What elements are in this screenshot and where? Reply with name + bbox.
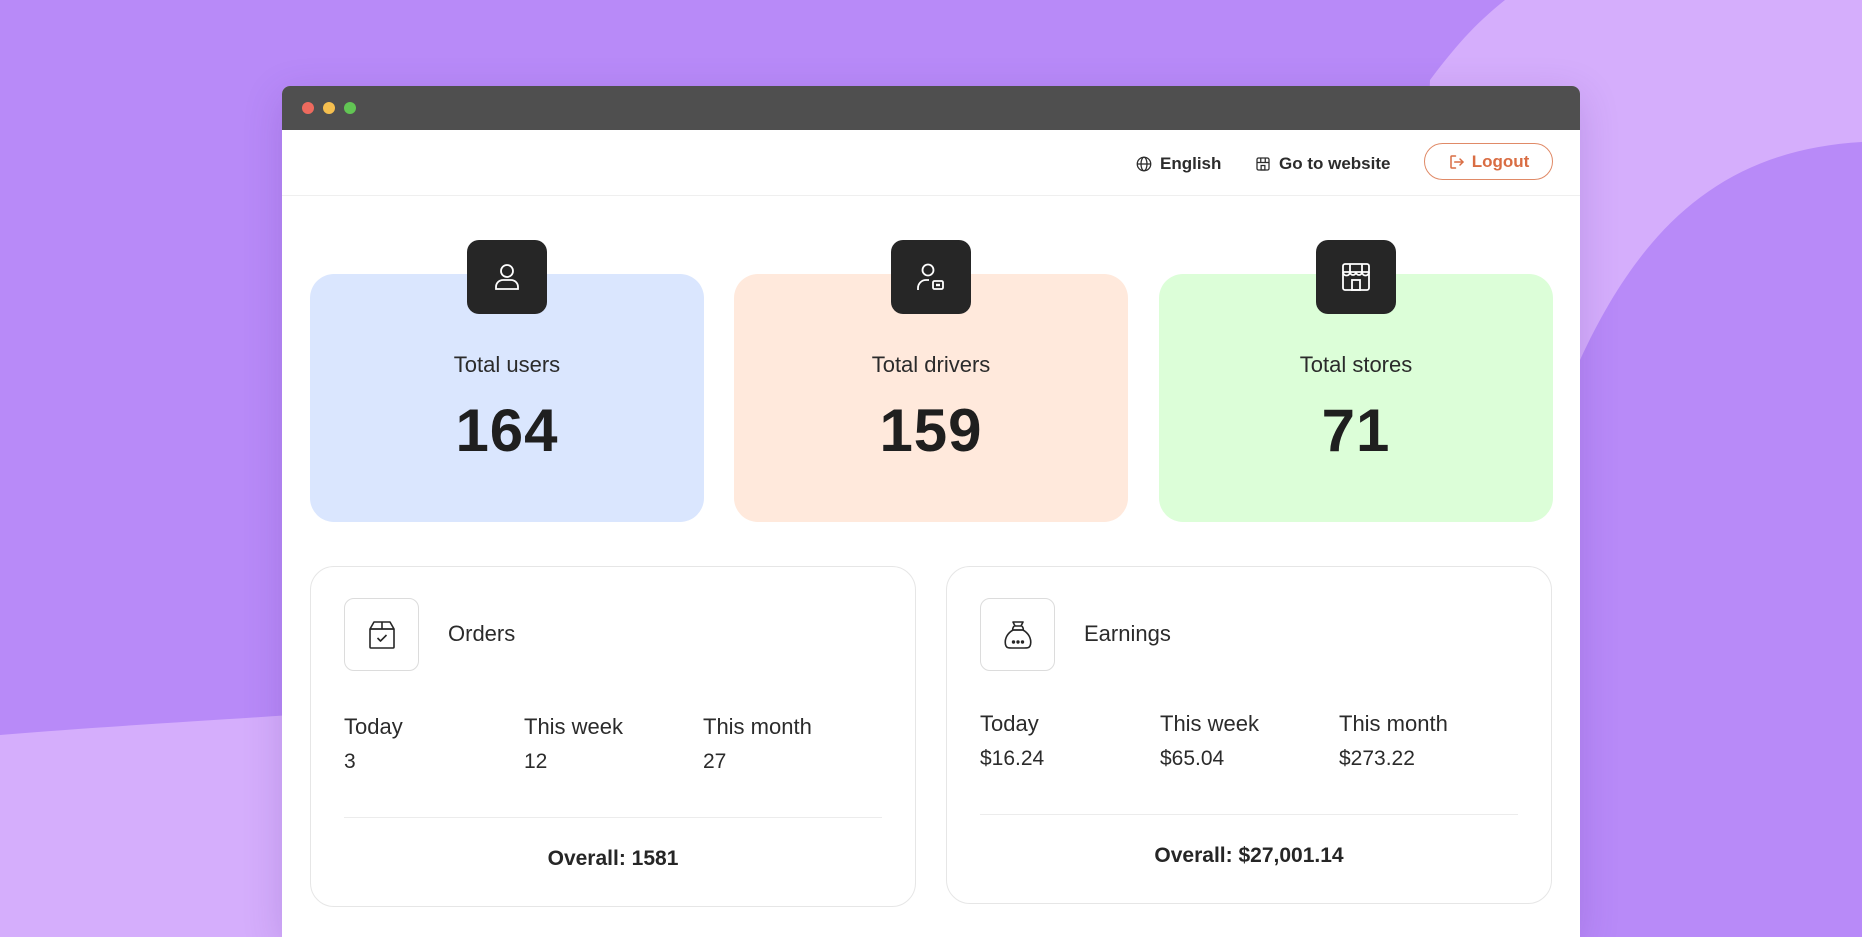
user-icon-badge — [467, 240, 547, 314]
orders-week: This week 12 — [524, 714, 694, 774]
user-icon — [495, 264, 519, 290]
language-label: English — [1160, 154, 1222, 173]
money-bag-icon — [1003, 620, 1032, 649]
logout-button[interactable]: Logout — [1424, 143, 1553, 180]
orders-title: Orders — [448, 621, 516, 646]
driver-icon — [917, 263, 944, 290]
total-stores-card: Total stores 71 — [1159, 240, 1553, 522]
total-stores-value: 71 — [1321, 397, 1391, 464]
earnings-title: Earnings — [1084, 621, 1171, 646]
total-drivers-label: Total drivers — [871, 352, 991, 377]
orders-today-label: Today — [344, 714, 403, 739]
orders-today: Today 3 — [344, 714, 514, 774]
language-selector[interactable]: English — [1135, 152, 1221, 176]
earnings-month-value: $273.22 — [1339, 747, 1415, 770]
package-check-icon — [368, 620, 395, 649]
orders-panel: Orders Today 3 This week 12 This month 2… — [310, 566, 916, 907]
earnings-divider — [980, 814, 1518, 815]
window-titlebar — [282, 86, 1580, 130]
total-drivers-value: 159 — [879, 397, 983, 464]
minimize-window-dot[interactable] — [323, 102, 335, 114]
orders-today-value: 3 — [344, 750, 356, 773]
logout-icon — [1449, 154, 1464, 169]
maximize-window-dot[interactable] — [344, 102, 356, 114]
earnings-today-value: $16.24 — [980, 747, 1045, 770]
orders-month-value: 27 — [703, 750, 727, 773]
total-stores-label: Total stores — [1299, 352, 1413, 377]
close-window-dot[interactable] — [302, 102, 314, 114]
earnings-week-label: This week — [1160, 711, 1260, 736]
logout-label: Logout — [1471, 151, 1530, 171]
earnings-overall: Overall: $27,001.14 — [1154, 844, 1344, 867]
storefront-icon — [1256, 157, 1270, 171]
total-users-value: 164 — [455, 397, 559, 464]
earnings-icon-box — [980, 598, 1055, 671]
orders-month-label: This month — [703, 714, 812, 739]
orders-week-label: This week — [524, 714, 624, 739]
store-icon-badge — [1316, 240, 1396, 314]
total-drivers-card: Total drivers 159 — [734, 240, 1128, 522]
earnings-week: This week $65.04 — [1160, 711, 1330, 771]
total-users-label: Total users — [453, 352, 561, 377]
earnings-today-label: Today — [980, 711, 1039, 736]
orders-overall: Overall: 1581 — [547, 847, 679, 870]
earnings-week-value: $65.04 — [1160, 747, 1225, 770]
go-to-website-link[interactable]: Go to website — [1254, 152, 1390, 176]
earnings-today: Today $16.24 — [980, 711, 1150, 771]
browser-window: English Go to website Logout — [282, 86, 1580, 937]
earnings-panel: Earnings Today $16.24 This week $65.04 T… — [946, 566, 1552, 904]
orders-week-value: 12 — [524, 750, 548, 773]
orders-icon-box — [344, 598, 419, 671]
store-icon — [1342, 263, 1370, 291]
globe-icon — [1136, 156, 1152, 172]
total-users-card: Total users 164 — [310, 240, 704, 522]
orders-divider — [344, 817, 882, 818]
top-navbar: English Go to website Logout — [282, 130, 1580, 196]
driver-icon-badge — [891, 240, 971, 314]
orders-month: This month 27 — [703, 714, 873, 774]
earnings-month-label: This month — [1339, 711, 1448, 736]
earnings-month: This month $273.22 — [1339, 711, 1509, 771]
go-to-website-label: Go to website — [1279, 154, 1391, 173]
